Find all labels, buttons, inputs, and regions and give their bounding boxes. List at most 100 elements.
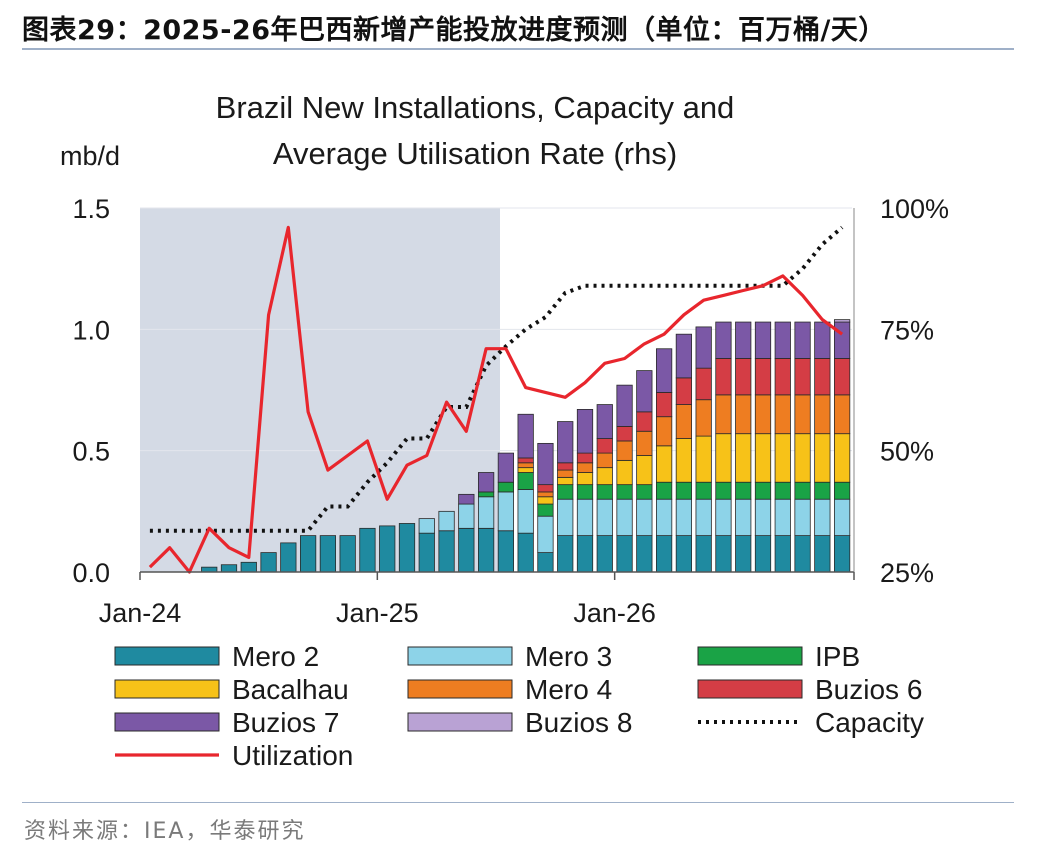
bar-segment (418, 518, 435, 534)
bar-segment (458, 527, 475, 573)
bar-segment (596, 467, 613, 486)
bar-segment (299, 535, 317, 573)
bar-segment (477, 527, 495, 573)
y-tick-label: 0.0 (72, 558, 110, 588)
bar-segment (537, 552, 554, 573)
y2-tick-label: 25% (880, 558, 934, 588)
bar-segment (833, 319, 851, 323)
bar-segment (517, 532, 534, 573)
legend-swatch (114, 712, 220, 732)
bar-segment (576, 409, 594, 454)
bar-segment (477, 496, 495, 529)
bar-segment (794, 358, 811, 396)
bar-segment (537, 496, 554, 505)
bar-segment (735, 481, 752, 500)
bar-segment (636, 430, 653, 456)
bar-segment (695, 326, 712, 369)
bar-segment (794, 433, 811, 483)
bar-segment (695, 535, 712, 573)
title-rule (22, 48, 1014, 50)
bar-segment (458, 493, 475, 505)
bar-segment (695, 435, 712, 483)
bar-segment (833, 535, 851, 573)
bar-segment (774, 321, 791, 359)
source-note: 资料来源：IEA，华泰研究 (24, 819, 306, 844)
figure-title: 图表29：2025-26年巴西新增产能投放进度预测（单位：百万桶/天） (22, 15, 886, 46)
bar-segment (655, 481, 673, 500)
bar-segment (438, 510, 455, 532)
legend-label: Buzios 6 (815, 674, 922, 705)
bar-segment (715, 481, 732, 500)
lines (148, 225, 844, 574)
bar-segment (319, 535, 337, 573)
bar-segment (675, 535, 693, 573)
bar-segment (576, 472, 594, 486)
legend-label: Buzios 7 (232, 707, 339, 738)
bar-segment (280, 542, 297, 573)
bar-segment (596, 484, 613, 500)
bar-segment (557, 469, 574, 478)
bar-segment (517, 489, 534, 534)
bar-segment (557, 476, 574, 486)
y2-tick-label: 75% (880, 315, 934, 345)
bar-segment (814, 498, 831, 537)
bar-segment (655, 498, 673, 537)
bar-segment (715, 498, 732, 537)
bar-segment (695, 399, 712, 437)
bar-segment (675, 498, 693, 537)
bar-segment (517, 413, 534, 459)
bar-segment (576, 535, 594, 573)
legend-swatch (697, 679, 803, 699)
bar-segment (537, 503, 554, 517)
bar-segment (497, 491, 515, 532)
line-utilization (148, 225, 844, 574)
bar-segment (220, 564, 238, 573)
bar-segment (833, 498, 851, 537)
bar-segment (675, 481, 693, 500)
y-tick-label: 0.5 (72, 437, 110, 467)
chart-title-line-1: Brazil New Installations, Capacity and (216, 90, 735, 125)
y2-tick-label: 50% (880, 437, 934, 467)
y-tick-label: 1.0 (72, 315, 110, 345)
legend-swatch (407, 679, 513, 699)
bar-segment (715, 535, 732, 573)
bar-segment (675, 404, 693, 439)
bar-segment (695, 367, 712, 401)
x-tick-label: Jan-24 (99, 598, 182, 628)
bar-segment (596, 452, 613, 469)
bar-segment (458, 503, 475, 529)
bar-segment (497, 452, 515, 483)
axes: 1.5 1.0 0.5 0.0 100% 75% 50% 25% Jan-24 Jan-25 Jan… (72, 194, 949, 628)
bar-segment (438, 530, 455, 573)
bar-segment (715, 358, 732, 396)
bar-segment (695, 498, 712, 537)
bar-segment (379, 525, 396, 573)
bars (201, 319, 851, 573)
bar-segment (715, 394, 732, 435)
chart-title-line-2: Average Utilisation Rate (rhs) (273, 136, 677, 171)
bar-segment (655, 392, 673, 418)
bar-segment (497, 481, 515, 493)
bar-segment (636, 455, 653, 486)
bar-segment (814, 394, 831, 435)
source-rule (22, 802, 1014, 803)
bar-segment (339, 535, 356, 573)
bar-segment (735, 433, 752, 483)
bar-segment (794, 394, 811, 435)
legend-label: Mero 2 (232, 641, 319, 672)
bar-segment (655, 445, 673, 483)
bar-segment (735, 358, 752, 396)
bar-segment (774, 481, 791, 500)
y-tick-label: 1.5 (72, 194, 110, 224)
bar-segment (636, 411, 653, 432)
bar-segment (477, 491, 495, 498)
bar-segment (754, 321, 772, 359)
bar-segment (636, 484, 653, 500)
legend-swatch (407, 712, 513, 732)
bar-segment (833, 321, 851, 359)
bar-segment (517, 472, 534, 490)
bar-segment (576, 452, 594, 464)
bar-segment (754, 433, 772, 483)
bar-segment (675, 333, 693, 379)
